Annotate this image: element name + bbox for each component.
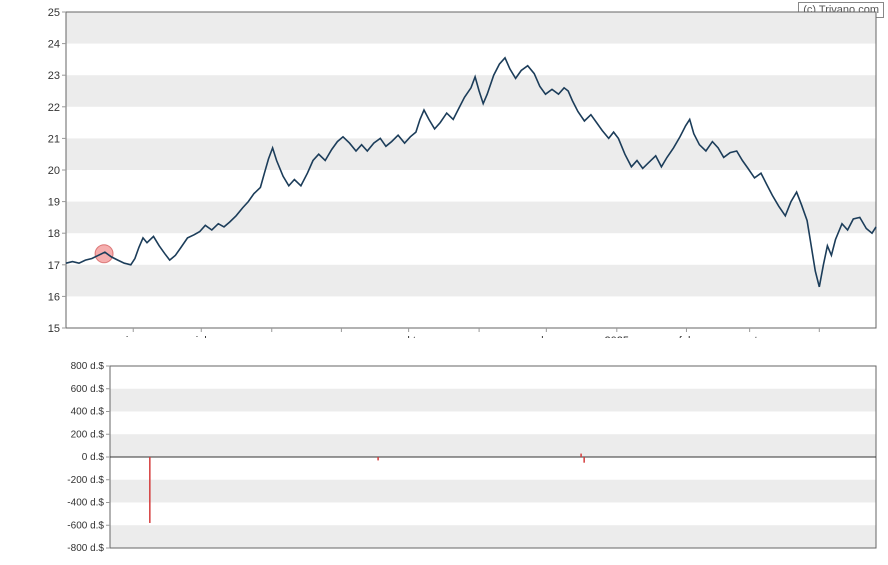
svg-text:feb: feb — [679, 335, 694, 338]
svg-text:dec: dec — [537, 335, 555, 338]
svg-text:200 d.$: 200 d.$ — [71, 429, 105, 440]
svg-text:16: 16 — [48, 291, 60, 303]
chart-container: (c) Trivano.com 1516171819202122232425ju… — [0, 0, 888, 565]
svg-text:sep: sep — [333, 335, 351, 338]
svg-text:400 d.$: 400 d.$ — [71, 407, 105, 418]
volume-chart: -800 d.$ -600 d.$ -400 d.$ -200 d.$ 0 d.$ 200… — [62, 362, 880, 552]
svg-text:mrt: mrt — [742, 335, 758, 338]
svg-text:okt: okt — [401, 335, 416, 338]
svg-text:apr: apr — [811, 335, 827, 338]
svg-text:21: 21 — [48, 133, 60, 145]
svg-text:800 d.$: 800 d.$ — [71, 362, 105, 372]
svg-text:15: 15 — [48, 323, 60, 335]
svg-text:20: 20 — [48, 165, 60, 177]
svg-text:-200 d.$: -200 d.$ — [67, 475, 104, 486]
svg-text:aug: aug — [263, 335, 281, 338]
svg-text:600 d.$: 600 d.$ — [71, 384, 105, 395]
svg-text:19: 19 — [48, 197, 60, 209]
svg-text:-600 d.$: -600 d.$ — [67, 520, 104, 531]
svg-text:nov: nov — [470, 335, 488, 338]
svg-text:2025: 2025 — [605, 335, 629, 338]
price-chart: 15 16 17 18 19 20 21 22 23 24 25 jun jul aug sep okt nov… — [38, 8, 880, 338]
svg-text:23: 23 — [48, 70, 60, 82]
svg-text:-800 d.$: -800 d.$ — [67, 543, 104, 552]
svg-text:22: 22 — [48, 102, 60, 114]
svg-text:-400 d.$: -400 d.$ — [67, 498, 104, 509]
svg-text:jun: jun — [125, 335, 141, 338]
svg-text:24: 24 — [48, 39, 60, 51]
svg-text:25: 25 — [48, 8, 60, 19]
svg-text:0 d.$: 0 d.$ — [82, 452, 105, 463]
svg-text:17: 17 — [48, 260, 60, 272]
svg-text:jul: jul — [195, 335, 207, 338]
svg-text:18: 18 — [48, 228, 60, 240]
